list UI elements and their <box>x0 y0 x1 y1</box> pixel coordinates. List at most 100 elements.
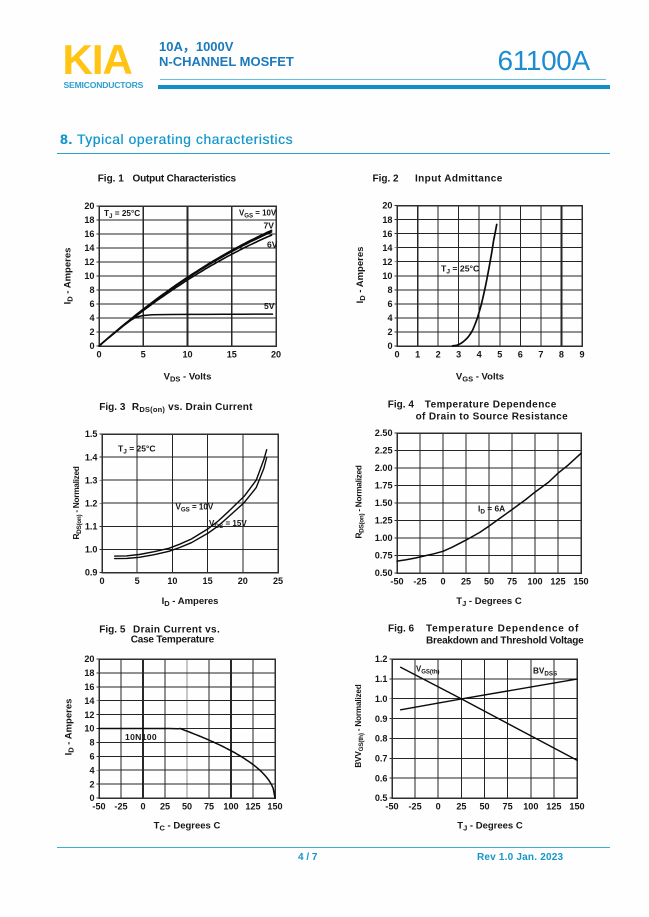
svg-text:Temperature Dependence of: Temperature Dependence of <box>426 624 579 635</box>
svg-text:10N100: 10N100 <box>125 732 157 742</box>
svg-text:100: 100 <box>523 802 538 812</box>
svg-text:3: 3 <box>456 350 461 360</box>
svg-text:2: 2 <box>387 327 392 337</box>
svg-text:18: 18 <box>84 668 94 678</box>
svg-text:150: 150 <box>569 802 584 812</box>
svg-text:1.5: 1.5 <box>85 429 98 439</box>
svg-text:-25: -25 <box>409 802 422 812</box>
svg-text:1.2: 1.2 <box>85 498 98 508</box>
svg-text:10: 10 <box>167 576 177 586</box>
svg-text:12: 12 <box>84 710 94 720</box>
svg-text:50: 50 <box>479 802 489 812</box>
svg-text:2.50: 2.50 <box>375 428 393 438</box>
svg-text:Case Temperature: Case Temperature <box>131 635 215 646</box>
svg-text:1: 1 <box>415 350 420 360</box>
svg-text:TJ = 25°C: TJ = 25°C <box>118 444 156 456</box>
svg-text:Temperature Dependence: Temperature Dependence <box>425 400 557 411</box>
svg-text:5: 5 <box>135 576 140 586</box>
svg-text:10: 10 <box>84 271 94 281</box>
svg-text:1.3: 1.3 <box>85 475 98 485</box>
svg-text:6: 6 <box>387 299 392 309</box>
svg-text:2: 2 <box>89 327 94 337</box>
svg-text:0.75: 0.75 <box>375 551 393 561</box>
svg-text:16: 16 <box>84 682 94 692</box>
svg-text:-50: -50 <box>390 577 403 587</box>
svg-text:1.2: 1.2 <box>375 654 388 664</box>
svg-text:TJ - Degrees C: TJ - Degrees C <box>456 596 522 608</box>
svg-text:0: 0 <box>436 802 441 812</box>
svg-text:10: 10 <box>382 271 392 281</box>
svg-text:BVDSS: BVDSS <box>533 667 557 678</box>
svg-text:0.9: 0.9 <box>85 568 98 578</box>
svg-text:100: 100 <box>527 577 542 587</box>
svg-text:Fig. 2: Fig. 2 <box>373 174 400 185</box>
svg-text:0.8: 0.8 <box>375 734 388 744</box>
svg-text:5: 5 <box>141 350 146 360</box>
svg-text:0: 0 <box>387 341 392 351</box>
svg-text:Fig. 4: Fig. 4 <box>388 400 415 411</box>
svg-text:20: 20 <box>271 350 281 360</box>
svg-text:4: 4 <box>387 313 393 323</box>
svg-text:ID - Amperes: ID - Amperes <box>64 699 76 756</box>
svg-text:0.7: 0.7 <box>375 754 388 764</box>
svg-text:10: 10 <box>182 350 192 360</box>
svg-text:14: 14 <box>382 243 393 253</box>
svg-text:20: 20 <box>84 201 94 211</box>
svg-text:Fig. 6: Fig. 6 <box>388 624 415 635</box>
svg-text:2: 2 <box>89 779 94 789</box>
svg-text:VGS - Volts: VGS - Volts <box>456 372 504 384</box>
svg-text:Fig. 1: Fig. 1 <box>98 174 125 185</box>
svg-text:75: 75 <box>204 802 214 812</box>
svg-text:25: 25 <box>456 802 466 812</box>
svg-text:5: 5 <box>497 350 502 360</box>
svg-text:10: 10 <box>84 724 94 734</box>
svg-text:VGS = 15V: VGS = 15V <box>209 519 247 530</box>
svg-text:4: 4 <box>89 765 95 775</box>
svg-text:6: 6 <box>518 350 523 360</box>
svg-text:16: 16 <box>382 229 392 239</box>
svg-text:100: 100 <box>223 802 238 812</box>
svg-text:0.50: 0.50 <box>375 568 393 578</box>
svg-text:-50: -50 <box>92 802 105 812</box>
svg-text:TJ = 25°C: TJ = 25°C <box>104 209 140 220</box>
svg-text:125: 125 <box>245 802 260 812</box>
svg-text:TJ - Degrees C: TJ - Degrees C <box>457 821 523 833</box>
svg-text:2.25: 2.25 <box>375 446 393 456</box>
svg-text:RDS(on) - Normalized: RDS(on) - Normalized <box>71 466 83 539</box>
svg-text:0.5: 0.5 <box>375 793 388 803</box>
svg-text:1.25: 1.25 <box>375 516 393 526</box>
svg-text:1.75: 1.75 <box>375 481 393 491</box>
svg-text:15: 15 <box>227 350 237 360</box>
svg-text:8: 8 <box>559 350 564 360</box>
svg-text:RDS(on) - Normalized: RDS(on) - Normalized <box>354 465 366 538</box>
svg-text:-25: -25 <box>413 577 426 587</box>
svg-text:1.1: 1.1 <box>375 674 388 684</box>
svg-text:RDS(on) vs. Drain Current: RDS(on) vs. Drain Current <box>132 402 253 414</box>
svg-text:-50: -50 <box>385 802 398 812</box>
svg-text:12: 12 <box>84 257 94 267</box>
svg-text:5V: 5V <box>264 301 275 311</box>
svg-text:0.6: 0.6 <box>375 773 388 783</box>
svg-text:2.00: 2.00 <box>375 463 393 473</box>
svg-text:20: 20 <box>238 576 248 586</box>
svg-text:20: 20 <box>382 201 392 211</box>
svg-text:0: 0 <box>440 577 445 587</box>
svg-text:VGS = 10V: VGS = 10V <box>176 503 214 514</box>
svg-text:0: 0 <box>99 576 104 586</box>
svg-text:-25: -25 <box>114 802 127 812</box>
svg-text:1.0: 1.0 <box>375 694 388 704</box>
svg-text:Input Admittance: Input Admittance <box>415 174 503 185</box>
svg-text:1.00: 1.00 <box>375 533 393 543</box>
svg-text:75: 75 <box>507 577 517 587</box>
svg-text:2: 2 <box>436 350 441 360</box>
svg-text:VGS = 10V: VGS = 10V <box>239 209 277 220</box>
svg-text:9: 9 <box>579 350 584 360</box>
svg-text:VDS - Volts: VDS - Volts <box>164 372 212 384</box>
svg-text:6: 6 <box>89 752 94 762</box>
svg-text:ID - Amperes: ID - Amperes <box>162 596 219 608</box>
svg-text:25: 25 <box>461 577 471 587</box>
svg-text:7: 7 <box>538 350 543 360</box>
svg-text:0: 0 <box>394 350 399 360</box>
svg-text:50: 50 <box>182 802 192 812</box>
svg-text:1.4: 1.4 <box>85 452 99 462</box>
